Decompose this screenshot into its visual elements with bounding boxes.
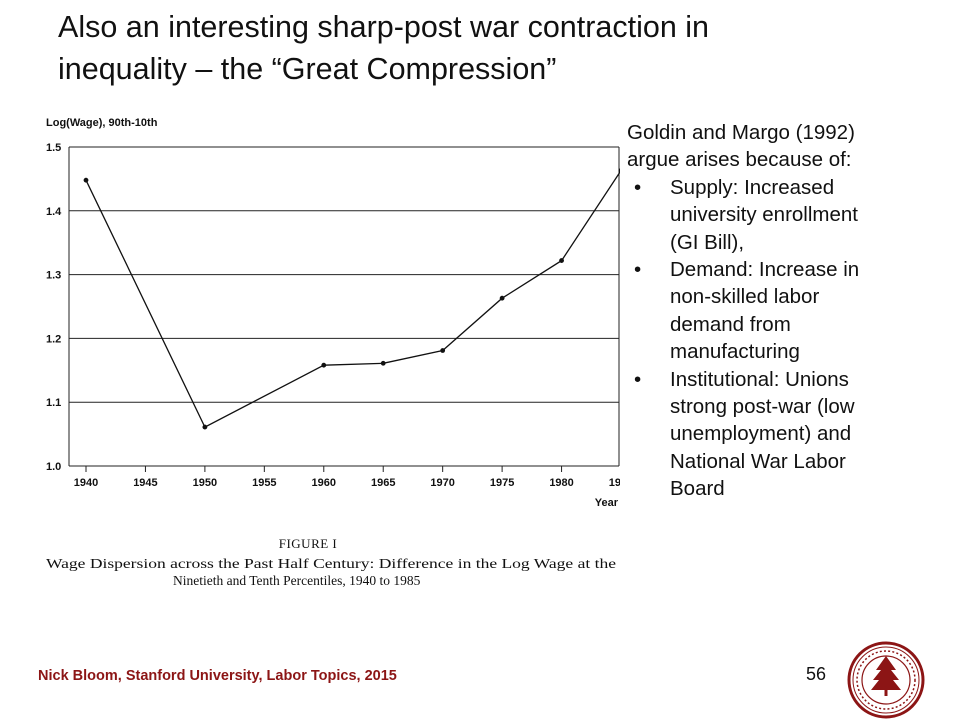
- y-tick-label: 1.0: [46, 461, 61, 473]
- side-intro-line: argue arises because of:: [627, 148, 852, 172]
- chart-axes: 1.0 1.1 1.2 1.3 1.4 1.5 1940 1945 1950 1955 1960 19…: [46, 142, 620, 489]
- data-point: [499, 295, 505, 301]
- reason-line: university enrollment: [670, 203, 858, 227]
- page-number: 56: [806, 664, 827, 684]
- reason-line: Supply: Increased: [670, 175, 835, 199]
- slide-footer: Nick Bloom, Stanford University, Labor T…: [38, 668, 397, 684]
- side-intro: Goldin and Margo (1992) argue arises bec…: [627, 119, 947, 174]
- data-point: [321, 362, 327, 368]
- wage-dispersion-figure: 1.0 1.1 1.2 1.3 1.4 1.5 1940 1945 1950 1955 1960 19…: [46, 117, 620, 588]
- reason-line: Institutional: Unions: [670, 367, 849, 391]
- y-tick-label: 1.1: [46, 397, 61, 409]
- y-tick-label: 1.3: [46, 270, 61, 282]
- slide-title: Also an interesting sharp-post war contr…: [58, 6, 938, 90]
- reason-line: manufacturing: [670, 340, 800, 364]
- stanford-seal-logo: [847, 641, 925, 719]
- data-point: [202, 424, 208, 430]
- reason-line: Demand: Increase in: [670, 258, 860, 282]
- bullet-icon: •: [634, 175, 642, 199]
- y-tick-label: 1.4: [46, 206, 62, 218]
- figure-label: FIGURE I: [279, 536, 338, 551]
- bullet-icon: •: [634, 367, 642, 391]
- reason-line: demand from: [670, 312, 791, 336]
- x-tick-label: 1970: [430, 477, 454, 489]
- y-tick-label: 1.5: [46, 142, 61, 154]
- side-intro-line: Goldin and Margo (1992): [627, 121, 855, 144]
- y-axis-label: Log(Wage), 90th-10th: [46, 117, 158, 129]
- chart-labels: Log(Wage), 90th-10th Year FIGURE I Wage …: [46, 117, 619, 588]
- x-tick-label: 1945: [133, 477, 157, 489]
- figure-caption-line-1: Wage Dispersion across the Past Half Cen…: [46, 556, 616, 571]
- data-point: [440, 348, 446, 353]
- bullet-icon: •: [634, 258, 642, 282]
- x-tick-label: 1955: [252, 477, 276, 489]
- y-tick-label: 1.2: [46, 333, 61, 345]
- reason-list: • Supply: Increased university enrollmen…: [627, 174, 947, 503]
- series-line: [85, 170, 620, 428]
- x-tick-label: 1985: [609, 477, 620, 489]
- slide-title-line-1: Also an interesting sharp-post war contr…: [58, 10, 709, 44]
- x-tick-label: 1960: [312, 477, 336, 489]
- side-text: Goldin and Margo (1992) argue arises bec…: [627, 119, 947, 503]
- slide-title-line-2: inequality – the “Great Compression”: [58, 52, 557, 86]
- x-tick-label: 1950: [193, 477, 217, 489]
- reason-line: (GI Bill),: [670, 230, 745, 254]
- reason-item-institutional: • Institutional: Unions strong post-war …: [627, 366, 947, 503]
- reason-line: Board: [670, 477, 725, 501]
- reason-item-supply: • Supply: Increased university enrollmen…: [627, 174, 947, 256]
- x-tick-label: 1975: [490, 477, 514, 489]
- chart-grid: [69, 146, 619, 467]
- reason-line: unemployment) and: [670, 422, 852, 446]
- data-point: [559, 258, 564, 263]
- reason-line: strong post-war (low: [670, 395, 855, 419]
- reason-line: National War Labor: [670, 449, 846, 473]
- data-point: [618, 168, 620, 173]
- data-point: [380, 360, 386, 366]
- x-tick-label: 1940: [74, 477, 98, 489]
- x-axis-label: Year: [595, 497, 619, 509]
- reason-line: non-skilled labor: [670, 285, 820, 309]
- reason-item-demand: • Demand: Increase in non-skilled labor …: [627, 256, 947, 366]
- data-point: [83, 177, 89, 183]
- x-tick-label: 1980: [549, 477, 573, 489]
- chart-series: [83, 168, 620, 430]
- x-tick-label: 1965: [371, 477, 395, 489]
- figure-caption-line-2: Ninetieth and Tenth Percentiles, 1940 to…: [173, 573, 421, 588]
